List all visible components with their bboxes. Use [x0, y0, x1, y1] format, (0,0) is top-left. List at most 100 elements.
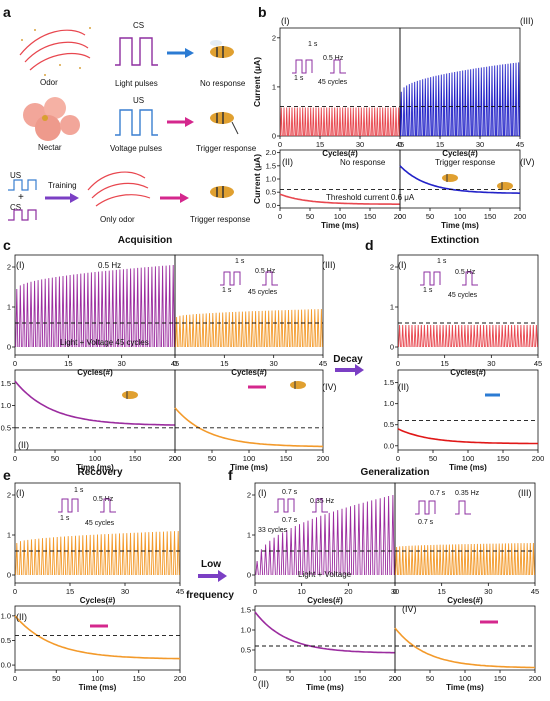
f1-cycles: 33 cycles	[258, 527, 288, 534]
y-axis-label: Current (μA)	[252, 154, 262, 204]
sub-label-f2: (II)	[258, 679, 269, 689]
y-tick-label: 1	[7, 303, 11, 312]
arrow-magenta-head-icon	[180, 193, 189, 203]
x-axis-label: Time (ms)	[306, 683, 344, 692]
x-tick-label: 30	[487, 359, 495, 368]
f1-bottom: Light + Voltage	[298, 570, 352, 579]
x-axis-label: Time (ms)	[321, 221, 359, 230]
odor-label: Odor	[40, 78, 58, 87]
chart-e-II: 0 50 100 150 200 0.0 0.5 1.0 Time (ms)	[1, 605, 186, 692]
f1-07-bot: 0.7 s	[282, 517, 298, 524]
c3-1s-top: 1 s	[235, 258, 245, 265]
x-tick-label: 200	[514, 212, 527, 221]
x-tick-label: 100	[91, 674, 104, 683]
c1-bottom: Light + Voltage 45 cycles	[60, 338, 149, 347]
pulse-series	[280, 107, 400, 137]
sub-label-c2: (II)	[18, 440, 29, 450]
x-axis-label: Time (ms)	[441, 221, 479, 230]
d1-1s-bot: 1 s	[423, 287, 433, 294]
c3-pulse-inset	[220, 271, 278, 286]
arrow-magenta-head-icon	[185, 117, 194, 127]
panel-label-c: c	[3, 237, 11, 253]
x-tick-label: 100	[462, 454, 475, 463]
e1-1s-bot: 1 s	[60, 515, 70, 522]
bee-icon	[290, 381, 306, 389]
e1-hz: 0.5 Hz	[93, 496, 114, 503]
x-axis-label: Cycles(#)	[77, 368, 113, 377]
chart-f-III: 0 15 30 45 Cycles(#)	[393, 482, 539, 605]
odor-icon	[19, 29, 91, 71]
x-tick-label: 45	[534, 359, 542, 368]
y-tick-label: 1	[247, 531, 251, 540]
x-tick-label: 100	[459, 674, 472, 683]
x-tick-label: 200	[532, 454, 545, 463]
schematic-a: Odor CS Light pulses No response Nectar …	[8, 21, 257, 224]
sub-label-c4: (IV)	[322, 382, 337, 392]
pulse-series	[400, 62, 520, 137]
x-axis-label: Cycles(#)	[442, 149, 478, 158]
us-small-label: US	[10, 171, 21, 180]
plus-sign: +	[18, 192, 24, 203]
light-pulse-wave	[115, 37, 158, 66]
x-tick-label: 0	[398, 212, 402, 221]
x-tick-label: 50	[208, 454, 216, 463]
bee-icon	[122, 391, 138, 399]
acquisition-title: Acquisition	[118, 235, 172, 246]
x-tick-label: 0	[393, 587, 397, 596]
arrow-head-icon	[185, 48, 194, 58]
c3-1s-bot: 1 s	[222, 287, 232, 294]
x-tick-label: 30	[484, 587, 492, 596]
decay-arrow-head-icon	[355, 364, 364, 376]
d1-1s-top: 1 s	[437, 258, 447, 265]
x-tick-label: 200	[169, 454, 182, 463]
plot-frame	[174, 254, 324, 356]
only-odor-label: Only odor	[100, 215, 135, 224]
b1-1s-top: 1 s	[308, 41, 318, 48]
x-axis-label: Cycles(#)	[450, 368, 486, 377]
y-tick-label: 0.0	[1, 661, 11, 670]
chart-d-II: 0 50 100 150 200 0.0 0.5 1.0 1.5 Time (ms)	[384, 369, 545, 472]
x-tick-label: 150	[280, 454, 293, 463]
generalization-title: Generalization	[361, 467, 430, 478]
x-tick-label: 15	[316, 140, 324, 149]
bee-icon	[210, 112, 239, 135]
decay-series	[174, 407, 323, 448]
f3-07-bot: 0.7 s	[418, 519, 434, 526]
chart-c-IV: 0 50 100 150 200 Time (ms)	[173, 369, 330, 472]
plot-frame	[14, 482, 181, 584]
trigger-response-label: Trigger response	[196, 144, 257, 153]
y-tick-label: 0	[7, 343, 11, 352]
y-tick-label: 0.5	[1, 423, 11, 432]
panel-label-f: f	[228, 467, 233, 483]
light-pulses-label: Light pulses	[115, 79, 158, 88]
y-tick-label: 2	[390, 263, 394, 272]
b1-1s-bot: 1 s	[294, 75, 304, 82]
x-axis-label: Time (ms)	[79, 683, 117, 692]
x-tick-label: 15	[440, 359, 448, 368]
b2-no-response: No response	[340, 158, 386, 167]
x-tick-label: 30	[476, 140, 484, 149]
x-tick-label: 30	[269, 359, 277, 368]
x-tick-label: 0	[396, 454, 400, 463]
sub-label-d2: (II)	[398, 382, 409, 392]
x-tick-label: 100	[319, 674, 332, 683]
x-tick-label: 10	[297, 587, 305, 596]
x-tick-label: 0	[253, 587, 257, 596]
x-tick-label: 45	[176, 587, 184, 596]
x-axis-label: Time (ms)	[449, 463, 487, 472]
decay-series	[279, 193, 400, 205]
x-tick-label: 45	[171, 359, 179, 368]
chart-c-II: 0 50 100 150 200 0.5 1.0 1.5 Time (ms)	[1, 369, 182, 472]
decay-series	[397, 428, 538, 445]
x-tick-label: 200	[317, 454, 330, 463]
x-axis-label: Cycles(#)	[80, 596, 116, 605]
cs-label: CS	[133, 21, 144, 30]
extinction-title: Extinction	[431, 235, 479, 246]
x-tick-label: 150	[354, 674, 367, 683]
y-tick-label: 1.0	[241, 626, 251, 635]
chart-d-I: 0 15 30 45 0 1 2 Cycles(#)	[390, 254, 542, 377]
x-tick-label: 45	[531, 587, 539, 596]
us-label: US	[133, 96, 144, 105]
chart-b-IV: 0 50 100 150 200 Time (ms)	[398, 149, 527, 230]
